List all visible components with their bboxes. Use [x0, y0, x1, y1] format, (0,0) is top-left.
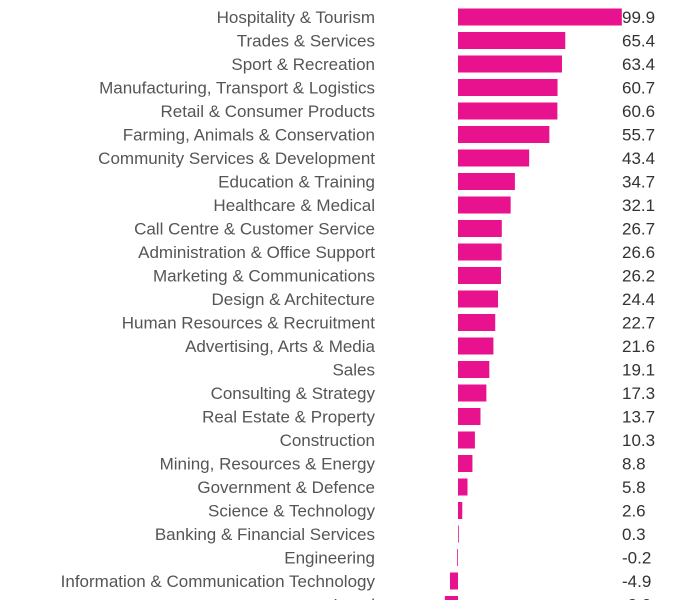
value-label: 63.4 [622, 55, 655, 74]
value-label: 26.6 [622, 243, 655, 262]
category-label: Manufacturing, Transport & Logistics [99, 79, 375, 98]
category-label: Community Services & Development [98, 149, 375, 168]
category-label: Call Centre & Customer Service [134, 220, 375, 239]
bar [458, 102, 558, 120]
category-label: Government & Defence [197, 478, 375, 497]
bar [458, 8, 622, 26]
value-label: 13.7 [622, 408, 655, 427]
bar [444, 596, 458, 600]
category-label: Real Estate & Property [202, 408, 375, 427]
category-label: Hospitality & Tourism [217, 8, 375, 27]
value-label: 19.1 [622, 361, 655, 380]
value-label: 24.4 [622, 290, 655, 309]
bar [458, 79, 558, 96]
value-label: 0.3 [622, 525, 646, 544]
category-label: Mining, Resources & Energy [160, 455, 376, 474]
category-label: Banking & Financial Services [155, 525, 375, 544]
bar [458, 408, 481, 425]
bar [458, 455, 473, 472]
bar [458, 431, 475, 449]
bar [458, 314, 496, 331]
bar [458, 149, 530, 167]
category-label: Sport & Recreation [231, 55, 375, 74]
category-label: Administration & Office Support [138, 243, 375, 262]
value-label: 34.7 [622, 173, 655, 192]
value-label: 26.7 [622, 220, 655, 239]
value-label: 21.6 [622, 337, 655, 356]
category-label: Trades & Services [237, 32, 375, 51]
bar [458, 337, 494, 355]
value-label: 60.6 [622, 102, 655, 121]
bar [458, 290, 499, 308]
bar [458, 55, 562, 73]
value-label: 10.3 [622, 431, 655, 450]
category-label: Information & Communication Technology [61, 572, 376, 591]
value-label: -4.9 [622, 572, 651, 591]
category-label: Engineering [284, 549, 375, 568]
category-label: Sales [332, 361, 375, 380]
category-label: Advertising, Arts & Media [185, 337, 375, 356]
category-label: Education & Training [218, 173, 375, 192]
bar [458, 196, 511, 214]
bar [458, 525, 459, 543]
bar [458, 478, 468, 496]
bar [449, 572, 458, 590]
category-label: Farming, Animals & Conservation [123, 126, 375, 145]
category-label: Science & Technology [208, 502, 375, 521]
category-label: Marketing & Communications [153, 267, 375, 286]
value-label: 17.3 [622, 384, 655, 403]
value-label: 60.7 [622, 79, 655, 98]
value-label: 55.7 [622, 126, 655, 145]
bar [458, 502, 463, 519]
bar [458, 126, 550, 143]
category-label: Retail & Consumer Products [161, 102, 375, 121]
value-label: -8.0 [622, 596, 651, 600]
value-label: 8.8 [622, 455, 646, 474]
category-label: Human Resources & Recruitment [122, 314, 375, 333]
value-label: 32.1 [622, 196, 655, 215]
bar [458, 173, 515, 190]
bar [458, 384, 487, 402]
value-label: 26.2 [622, 267, 655, 286]
value-label: 5.8 [622, 478, 646, 497]
bar [458, 267, 501, 284]
category-label: Consulting & Strategy [211, 384, 376, 403]
value-label: 22.7 [622, 314, 655, 333]
value-label: -0.2 [622, 549, 651, 568]
bar [458, 243, 502, 261]
value-label: 2.6 [622, 502, 646, 521]
bar [458, 32, 566, 49]
bar [457, 549, 458, 566]
value-label: 43.4 [622, 149, 655, 168]
category-label: Construction [280, 431, 375, 450]
value-label: 65.4 [622, 32, 655, 51]
category-label: Legal [333, 596, 375, 600]
category-label: Healthcare & Medical [213, 196, 375, 215]
bar [458, 361, 490, 378]
bar [458, 220, 502, 237]
category-label: Design & Architecture [212, 290, 375, 309]
value-label: 99.9 [622, 8, 655, 27]
